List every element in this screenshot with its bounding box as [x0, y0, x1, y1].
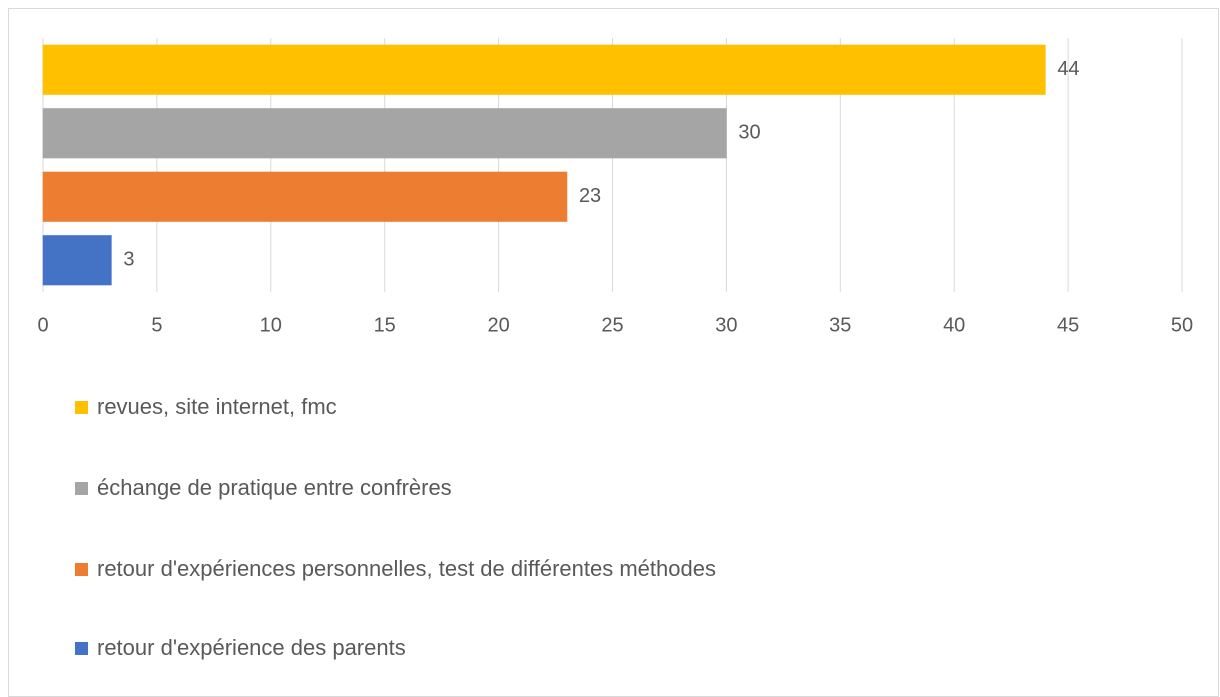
legend-label: retour d'expérience des parents — [97, 635, 406, 660]
legend-label: retour d'expériences personnelles, test … — [97, 556, 716, 581]
x-tick-label: 5 — [151, 314, 162, 336]
x-tick-label: 35 — [829, 314, 851, 336]
bar — [42, 107, 727, 159]
legend-item: retour d'expérience des parents — [75, 631, 757, 665]
data-label: 3 — [123, 249, 134, 271]
x-tick-label: 25 — [601, 314, 623, 336]
legend-item: échange de pratique entre confrères — [75, 471, 757, 505]
x-tick-label: 30 — [715, 314, 737, 336]
x-tick-label: 0 — [37, 314, 48, 336]
bar — [42, 171, 568, 223]
bar — [42, 44, 1046, 96]
legend-swatch — [75, 401, 88, 414]
legend-swatch — [75, 482, 88, 495]
legend-swatch — [75, 563, 88, 576]
bar — [42, 234, 112, 286]
x-tick-label: 45 — [1057, 314, 1079, 336]
legend-label: revues, site internet, fmc — [97, 394, 337, 419]
legend-item: revues, site internet, fmc — [75, 390, 757, 424]
legend-swatch — [75, 642, 88, 655]
legend-label: échange de pratique entre confrères — [97, 475, 452, 500]
x-tick-label: 10 — [260, 314, 282, 336]
data-label: 44 — [1057, 58, 1079, 80]
x-tick-label: 50 — [1171, 314, 1193, 336]
x-tick-label: 15 — [374, 314, 396, 336]
x-tick-label: 20 — [487, 314, 509, 336]
x-tick-label: 40 — [943, 314, 965, 336]
data-label: 30 — [738, 122, 760, 144]
data-label: 23 — [579, 185, 601, 207]
legend-item: retour d'expériences personnelles, test … — [75, 552, 757, 586]
